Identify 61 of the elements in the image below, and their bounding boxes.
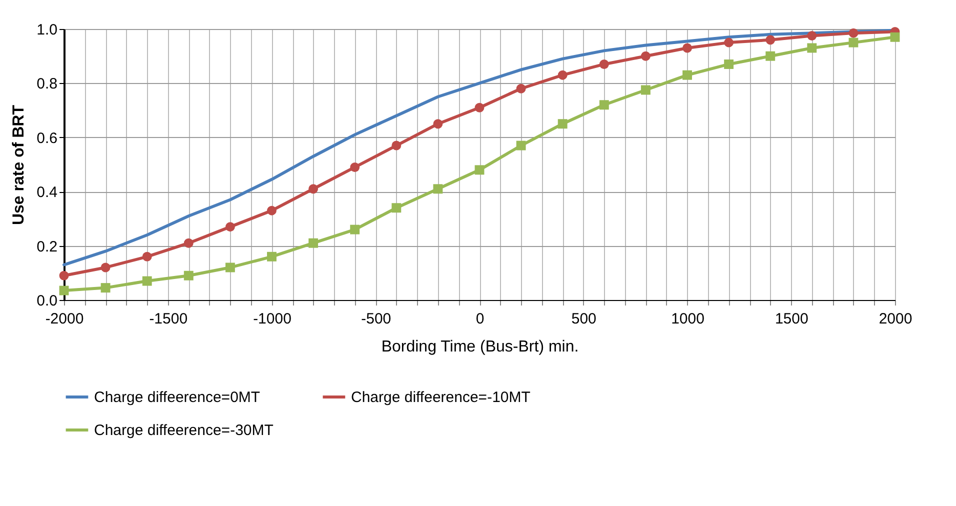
y-tick-label: 0.2 [36, 238, 58, 256]
point [474, 102, 484, 112]
point [848, 28, 858, 38]
point [724, 38, 734, 48]
x-tick-label: 0 [476, 310, 484, 328]
point [682, 43, 692, 53]
x-tick-label: -2000 [45, 310, 84, 328]
point [474, 165, 484, 175]
point [516, 140, 526, 150]
legend-label: Charge diffeerence=-10MT [351, 389, 530, 406]
point [807, 31, 817, 41]
point [350, 162, 360, 172]
point [59, 286, 69, 296]
x-tick-label: 1500 [774, 310, 808, 328]
point [640, 85, 650, 95]
x-tick-label: 1000 [671, 310, 704, 328]
point [350, 224, 360, 234]
point [516, 84, 526, 94]
point [682, 70, 692, 80]
point [433, 184, 443, 194]
point [599, 59, 609, 69]
x-tick-label: 2000 [878, 310, 912, 328]
point [848, 38, 858, 48]
point [724, 59, 734, 69]
legend-label: Charge diffeerence=-30MT [94, 422, 274, 439]
y-tick-label: 0.6 [36, 130, 58, 147]
x-tick-label: -500 [361, 310, 392, 328]
x-tick-label: -1500 [149, 310, 188, 328]
point [392, 140, 402, 150]
point [225, 262, 235, 272]
y-tick-label: 1.0 [36, 22, 58, 38]
point [640, 51, 650, 61]
point [267, 252, 276, 262]
point [59, 270, 69, 280]
point [766, 51, 776, 61]
point [308, 238, 318, 248]
y-tick-label: 0.8 [36, 76, 58, 93]
x-axis-title: Bording Time (Bus-Brt) min. [381, 338, 579, 356]
point [558, 119, 568, 129]
point [100, 283, 110, 293]
x-tick-label: 500 [571, 310, 596, 328]
point [184, 238, 194, 248]
x-tick-label: -1000 [253, 310, 292, 328]
point [225, 222, 235, 232]
legend-label: Charge diffeerence=0MT [94, 389, 260, 406]
y-axis-title: Use rate of BRT [10, 104, 28, 226]
point [807, 43, 817, 53]
point [890, 32, 900, 42]
point [308, 184, 318, 194]
point [100, 262, 110, 272]
point [184, 270, 194, 280]
point [142, 276, 152, 286]
point [766, 35, 776, 45]
point [599, 100, 609, 110]
point [267, 206, 276, 216]
point [433, 119, 443, 129]
y-tick-label: 0.4 [36, 184, 58, 202]
point [558, 70, 568, 80]
point [392, 203, 402, 213]
y-tick-label: 0.0 [36, 292, 58, 310]
point [142, 252, 152, 262]
